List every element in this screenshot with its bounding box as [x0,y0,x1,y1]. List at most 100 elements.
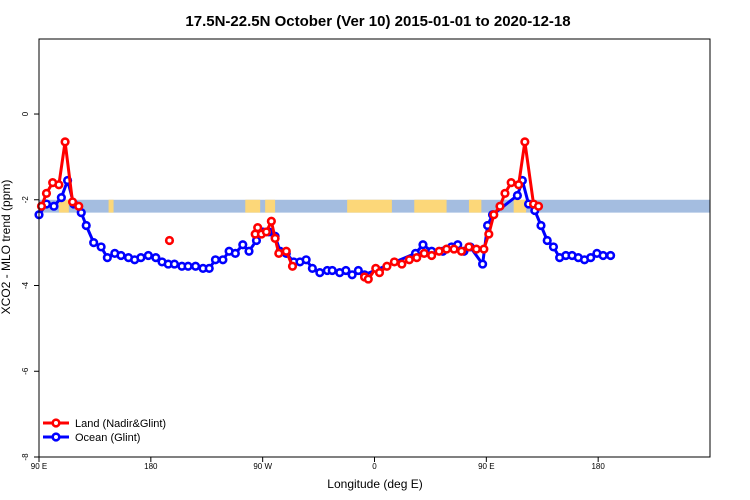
ocean-point [89,238,99,248]
land-mask-band [39,199,710,213]
land-point [389,257,399,267]
land-point [397,259,407,269]
ocean-point [327,265,337,276]
ocean-point [238,240,248,250]
land-point [253,223,263,233]
land-patch-1 [58,199,69,213]
ocean-point [183,261,193,271]
ocean-point [301,255,311,265]
land-point [164,235,175,246]
legend-ocean-marker [51,432,61,442]
land-point [484,229,494,239]
land-point [261,227,271,237]
land-patch-6 [414,199,447,213]
y-tick-label: -2 [21,196,30,204]
land-point [533,201,544,211]
land-point [274,248,284,258]
land-point [441,244,452,254]
land-point [500,188,510,198]
land-point [281,246,291,256]
ocean-point [143,250,153,261]
land-point [287,261,298,271]
x-axis-label: Longitude (deg E) [327,477,422,491]
ocean-point [210,255,221,265]
land-point [479,244,489,254]
ocean-point [512,190,522,201]
ocean-point [190,261,201,271]
ocean-point [347,270,357,280]
land-point [266,216,276,226]
ocean-point [204,263,214,273]
land-point [36,201,47,211]
ocean-point [96,242,106,252]
land-point [506,178,516,188]
ocean-point [315,268,325,278]
land-point [60,137,70,147]
ocean-point [586,253,596,263]
land-point [514,180,524,190]
land-point [419,248,429,258]
land-point [404,255,414,265]
ocean-point [151,253,161,263]
land-point [67,197,78,207]
land-point [427,250,437,261]
plot-frame [38,38,711,458]
x-tick-label: 90 W [253,462,272,471]
land-patch-5 [347,199,392,213]
land-series [36,137,544,284]
y-tick-label: -4 [21,281,30,289]
land-point [464,242,474,252]
legend-land-label: Land (Nadir&Glint) [75,418,166,430]
land-patch-2 [108,199,114,213]
legend-land-marker [51,418,61,428]
land-point [489,210,499,220]
ocean-line-segment-1 [37,178,611,277]
y-tick-label: 0 [21,111,30,116]
series-layer [34,137,616,284]
ocean-point [353,265,363,276]
land-point [449,244,459,254]
ocean-point [598,250,608,261]
x-axis: 90 E 180 90 W 0 90 E 180 [31,457,605,471]
land-point [471,244,481,254]
ocean-point [49,201,59,211]
ocean-point [136,253,146,263]
land-point [54,180,64,190]
y-axis-label: XCO2 - MLO trend (ppm) [0,180,13,315]
x-tick-label: 180 [144,462,158,471]
land-point [520,137,530,147]
ocean-point [341,265,351,276]
x-tick-label: 180 [591,462,605,471]
ocean-point [307,263,317,273]
land-point [495,201,505,211]
x-tick-label: 90 E [31,462,47,471]
x-tick-label: 90 E [478,462,494,471]
ocean-point [418,240,428,250]
land-point [456,246,467,256]
ocean-point [548,242,559,252]
land-point [382,261,392,271]
y-tick-label: -6 [21,367,30,375]
x-tick-label: 0 [372,462,377,471]
land-point [41,188,52,198]
legend: Land (Nadir&Glint) Ocean (Glint) [43,418,166,444]
ocean-point [102,253,112,263]
land-patch-4 [265,199,276,213]
land-patch-7 [468,199,482,213]
legend-ocean-label: Ocean (Glint) [75,432,140,444]
ocean-point [478,259,488,269]
land-point [412,253,422,263]
ocean-point [542,235,552,246]
ocean-point [536,220,546,231]
ocean-series [34,175,616,280]
ocean-point [81,220,91,231]
land-patch-8 [513,199,527,213]
land-point [434,246,444,256]
ocean-point [169,259,180,269]
ocean-point [605,250,616,261]
ocean-point [230,248,240,258]
ocean-point [244,246,254,256]
ocean-point [56,193,66,203]
land-point [374,268,385,278]
